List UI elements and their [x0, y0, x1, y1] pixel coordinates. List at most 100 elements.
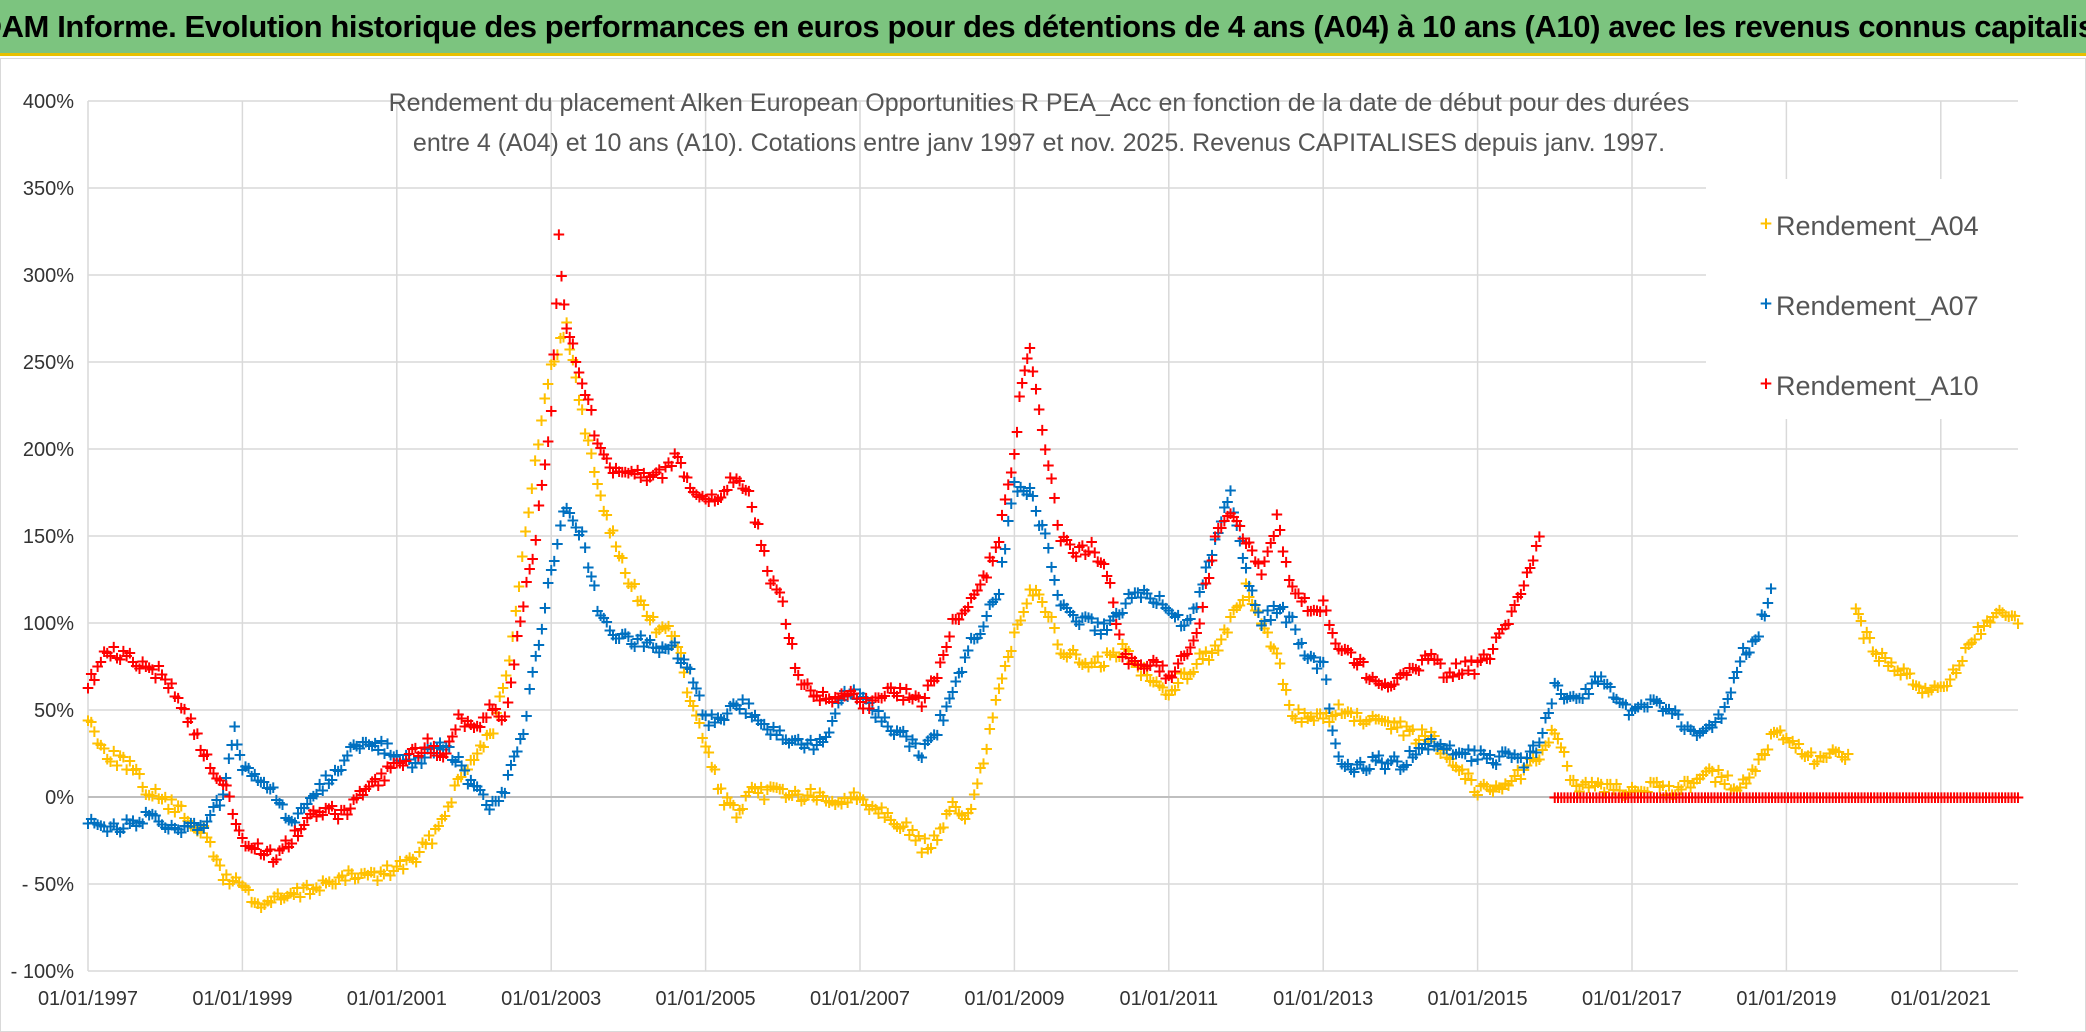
data-point: + [936, 818, 950, 838]
data-point: + [512, 577, 526, 597]
data-point: + [1112, 647, 1126, 667]
data-point: + [81, 711, 95, 731]
data-point: + [1699, 762, 1713, 782]
data-point: + [422, 826, 436, 846]
data-point: + [483, 724, 497, 744]
data-point: + [1211, 641, 1225, 661]
data-point: + [1940, 676, 1954, 696]
data-point: + [197, 816, 211, 836]
data-point: + [139, 802, 153, 822]
data-point: + [949, 797, 963, 817]
data-point: + [773, 780, 787, 800]
data-point: + [110, 820, 124, 840]
data-point: + [612, 547, 626, 567]
data-point: + [788, 781, 802, 801]
data-point: + [1789, 738, 1803, 758]
data-point: + [1162, 686, 1176, 706]
data-point: + [1826, 740, 1840, 760]
data-point: + [553, 329, 567, 349]
data-point: + [1060, 648, 1074, 668]
data-point: + [1193, 644, 1207, 664]
data-point: + [1415, 720, 1429, 740]
data-point: + [126, 760, 140, 780]
legend-label: Rendement_A07 [1776, 291, 1979, 321]
data-point: + [587, 576, 601, 596]
data-point: + [290, 879, 304, 899]
data-point: + [1029, 580, 1043, 600]
data-point: + [2005, 606, 2019, 626]
data-point: + [84, 713, 98, 733]
data-point: + [1285, 706, 1299, 726]
data-point: + [1131, 658, 1145, 678]
data-point: + [529, 530, 543, 550]
data-point: + [226, 871, 240, 891]
data-point: + [1440, 748, 1454, 768]
data-point: + [915, 843, 929, 863]
data-point: + [1146, 673, 1160, 693]
data-point: + [480, 726, 494, 746]
data-point: + [441, 797, 455, 817]
data-point: + [1106, 593, 1120, 613]
data-point: + [757, 541, 771, 561]
data-point: + [132, 765, 146, 785]
data-point: + [705, 757, 719, 777]
data-point: + [946, 793, 960, 813]
data-point: + [1606, 781, 1620, 801]
data-point: + [507, 655, 521, 675]
data-point: + [816, 786, 830, 806]
data-point: + [1856, 629, 1870, 649]
data-point: + [859, 795, 873, 815]
data-point: + [674, 644, 688, 664]
legend-marker: + [1759, 214, 1773, 234]
data-point: + [683, 692, 697, 712]
data-point: + [1452, 761, 1466, 781]
data-point: + [1894, 665, 1908, 685]
legend-marker: + [1759, 294, 1773, 314]
data-point: + [1748, 762, 1762, 782]
data-point: + [1418, 726, 1432, 746]
data-point: + [745, 778, 759, 798]
legend-label: Rendement_A04 [1776, 211, 1979, 241]
grid-lines [87, 100, 2018, 972]
data-point: + [1094, 658, 1108, 678]
data-point: + [2011, 614, 2025, 634]
data-point: + [396, 859, 410, 879]
data-point: + [1359, 712, 1373, 732]
data-point: + [1804, 743, 1818, 763]
data-point: + [1137, 657, 1151, 677]
data-point: + [438, 807, 452, 827]
data-point: + [572, 391, 586, 411]
data-point: + [1464, 770, 1478, 790]
data-point: + [123, 814, 137, 834]
data-point: + [1504, 771, 1518, 791]
data-point: + [933, 819, 947, 839]
data-point: + [643, 611, 657, 631]
data-point: + [1548, 724, 1562, 744]
data-point: + [351, 868, 365, 888]
data-point: + [1897, 659, 1911, 679]
data-point: + [1501, 776, 1515, 796]
data-point: + [515, 547, 529, 567]
data-point: + [1755, 745, 1769, 765]
data-point: + [1474, 776, 1488, 796]
data-point: + [1696, 766, 1710, 786]
data-point: + [1319, 670, 1333, 690]
data-point: + [1183, 664, 1197, 684]
data-point: + [2002, 607, 2016, 627]
data-point: + [267, 887, 281, 907]
data-point: + [939, 804, 953, 824]
data-point: + [1409, 734, 1423, 754]
data-point: + [1829, 742, 1843, 762]
data-point: + [785, 786, 799, 806]
data-point: + [499, 666, 513, 686]
data-point: + [498, 783, 512, 803]
data-point: + [1650, 773, 1664, 793]
data-point: + [1714, 768, 1728, 788]
data-point: + [794, 791, 808, 811]
data-point: + [1758, 746, 1772, 766]
data-point: + [1575, 775, 1589, 795]
data-point: + [1724, 780, 1738, 800]
data-point: + [1924, 681, 1938, 701]
data-point: + [467, 751, 481, 771]
x-tick-label: 01/01/2007 [810, 988, 910, 1010]
